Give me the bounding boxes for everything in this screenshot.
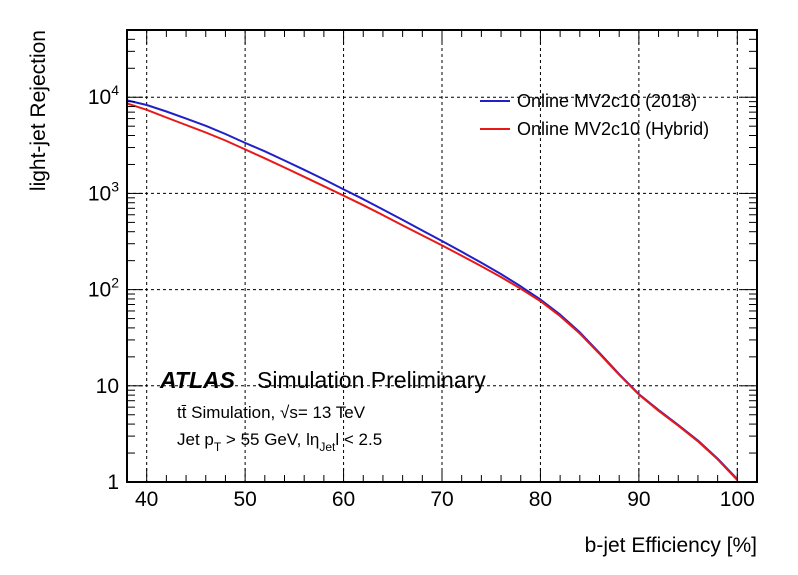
x-tick-label: 70 xyxy=(430,488,453,511)
x-tick-label: 80 xyxy=(529,488,552,511)
y-tick-exponent: 3 xyxy=(111,178,119,194)
jet-selection-part1: Jet p xyxy=(177,430,214,449)
jet-selection-part3: l < 2.5 xyxy=(335,430,382,449)
x-tick-label: 50 xyxy=(233,488,256,511)
jet-selection-sub2: Jet xyxy=(319,440,336,454)
x-tick-label: 40 xyxy=(135,488,158,511)
y-axis-title: light-jet Rejection xyxy=(27,30,50,191)
atlas-label: ATLAS xyxy=(159,367,236,393)
x-tick-label: 100 xyxy=(720,488,755,511)
series-line-2 xyxy=(126,102,739,481)
y-tick-label: 10 xyxy=(96,375,119,398)
y-tick-label: 103 xyxy=(88,178,119,205)
y-tick-base: 10 xyxy=(88,86,111,109)
y-tick-label: 104 xyxy=(88,82,119,109)
series-group xyxy=(126,99,739,481)
y-tick-exponent: 4 xyxy=(111,82,119,98)
y-tick-exponent: 2 xyxy=(111,275,119,291)
x-tick-label: 90 xyxy=(627,488,650,511)
y-tick-label: 102 xyxy=(88,275,119,302)
simulation-preliminary-label: Simulation Preliminary xyxy=(257,367,486,393)
y-tick-base: 10 xyxy=(88,279,111,302)
tick-marks xyxy=(126,29,758,483)
y-tick-label: 1 xyxy=(107,471,119,494)
jet-selection-text: Jet pT > 55 GeV, lηJetl < 2.5 xyxy=(177,430,382,454)
legend-label: Online MV2c10 (Hybrid) xyxy=(517,119,709,139)
jet-selection-sub1: T xyxy=(214,440,222,454)
legend: Online MV2c10 (2018) Online MV2c10 (Hybri… xyxy=(480,91,709,139)
y-tick-base: 10 xyxy=(88,182,111,205)
simulation-info-text: tt̄ Simulation, √s= 13 TeV xyxy=(177,403,366,422)
legend-label: Online MV2c10 (2018) xyxy=(517,91,697,111)
x-tick-label: 60 xyxy=(332,488,355,511)
x-tick-labels: 40 50 60 70 80 90 100 xyxy=(135,488,755,511)
x-axis-title: b-jet Efficiency [%] xyxy=(585,534,757,557)
jet-selection-part2: > 55 GeV, lη xyxy=(221,430,319,449)
